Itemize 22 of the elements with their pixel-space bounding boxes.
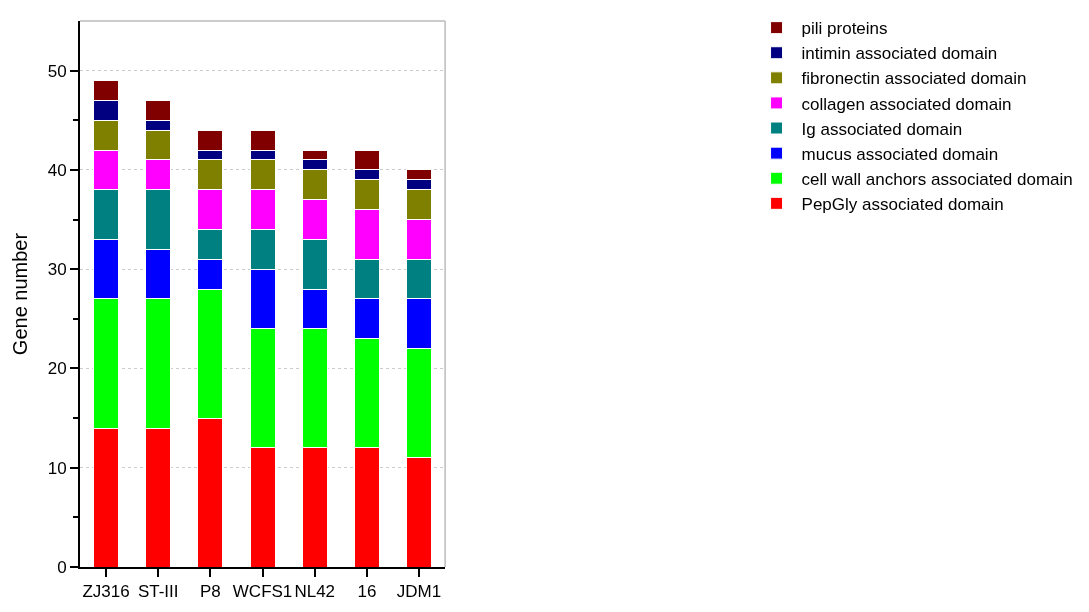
legend-label: mucus associated domain	[801, 144, 999, 164]
legend-label: pili proteins	[801, 19, 888, 39]
legend-label: Ig associated domain	[801, 119, 963, 139]
y-tick-label: 20	[47, 359, 67, 379]
x-tick-label: ZJ316	[82, 582, 130, 602]
legend-label: cell wall anchors associated domain	[801, 169, 1073, 189]
y-tick-label: 40	[47, 160, 67, 180]
x-tick-label: 16	[357, 582, 377, 602]
y-tick-label: 30	[47, 260, 67, 280]
legend-label: intimin associated domain	[801, 44, 998, 64]
y-tick-label: 50	[47, 61, 67, 81]
y-tick-label: 10	[47, 458, 67, 478]
x-tick-label: ST-III	[137, 582, 179, 602]
x-tick-label: NL42	[294, 582, 336, 602]
x-tick-label: JDM1	[396, 582, 442, 602]
legend-label: collagen associated domain	[801, 94, 1012, 114]
x-tick-label: P8	[200, 582, 221, 602]
y-axis-title: Gene number	[8, 232, 31, 356]
x-tick-label: WCFS1	[232, 582, 293, 602]
y-tick-label: 0	[57, 557, 67, 577]
legend-label: PepGly associated domain	[801, 194, 1004, 214]
legend-label: fibronectin associated domain	[801, 69, 1027, 89]
